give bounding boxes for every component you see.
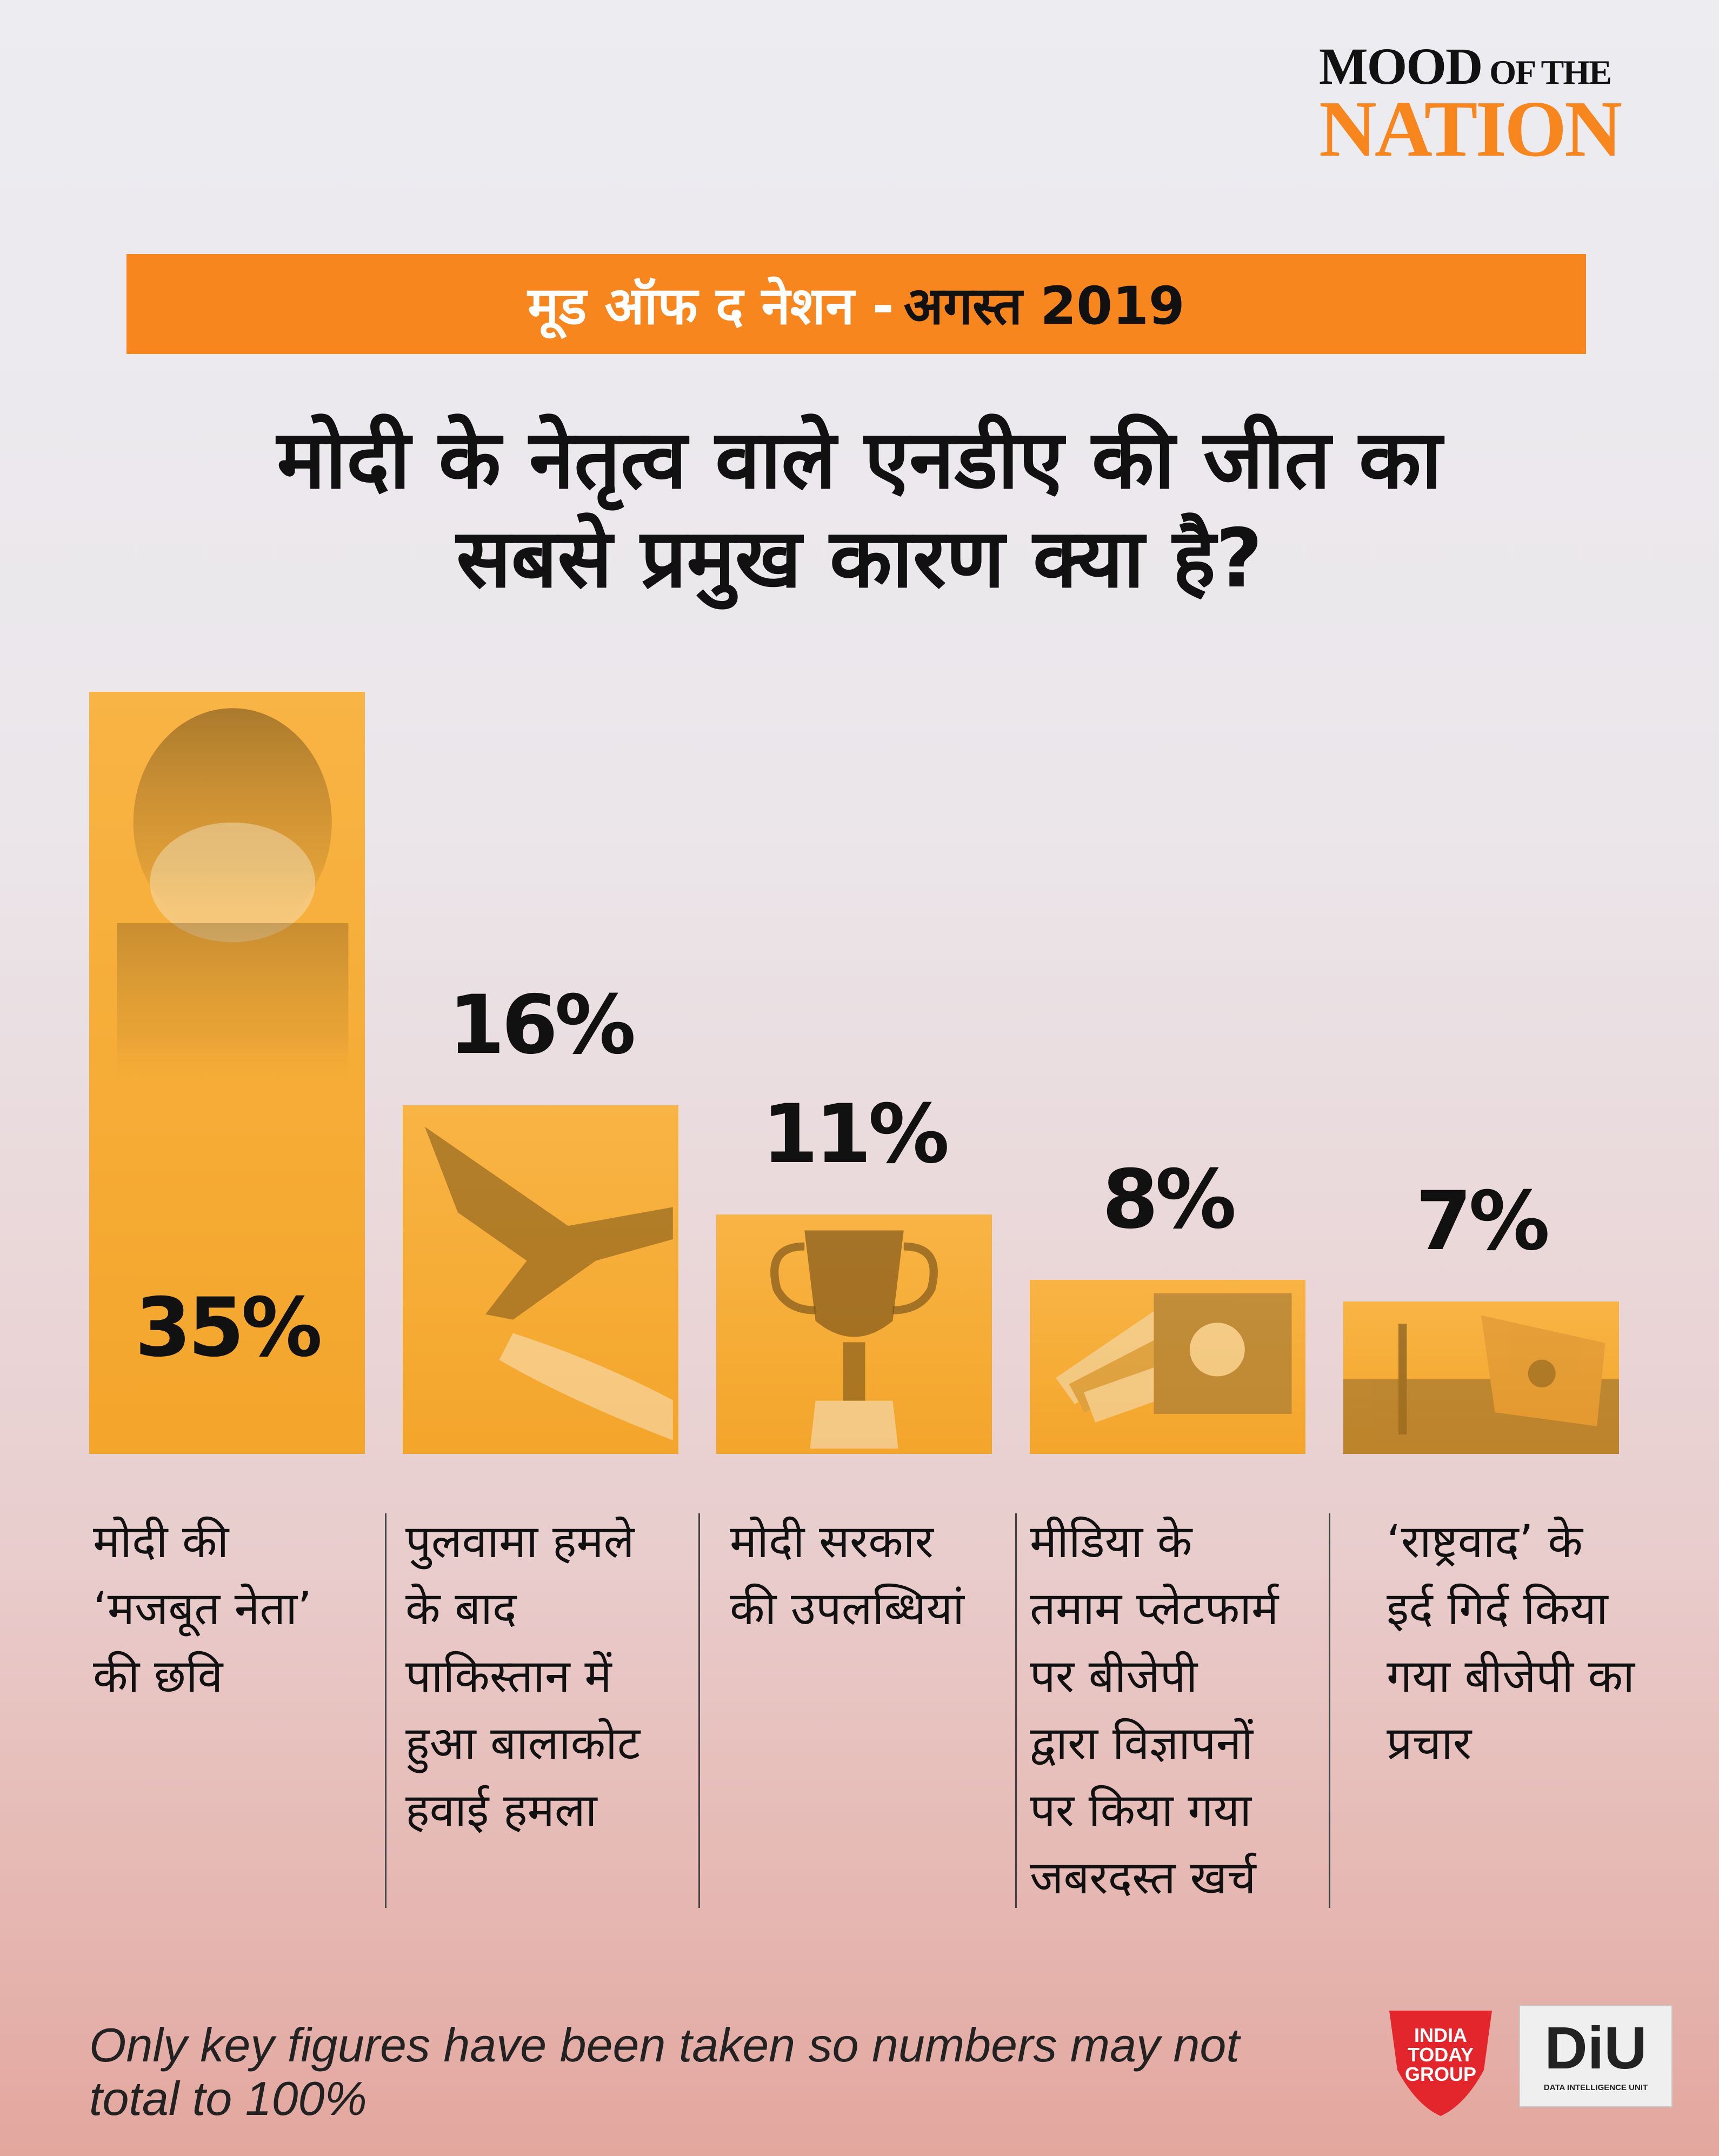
value-label-0: 35% (135, 1281, 322, 1375)
bar-balakot-strike (403, 1105, 678, 1454)
flag-rally-icon (1343, 1315, 1619, 1454)
category-3-line: मीडिया के (1030, 1515, 1192, 1568)
category-1-line: पाकिस्तान में (405, 1649, 612, 1703)
brand-line1-small: OF THE (1482, 53, 1611, 91)
category-2-line: मोदी सरकार (730, 1515, 934, 1568)
bar-ad-spending (1030, 1279, 1305, 1454)
india-today-shield-icon (1389, 2011, 1492, 2116)
category-1-line: पुलवामा हमले (405, 1515, 635, 1568)
category-3-line: द्वारा विज्ञापनों (1030, 1716, 1254, 1770)
category-1-line: हवाई हमला (405, 1784, 597, 1837)
category-4-line: प्रचार (1387, 1716, 1472, 1770)
india-today-line3: GROUP (1404, 2063, 1476, 2085)
title-line-2: सबसे प्रमुख कारण क्या है? (456, 512, 1263, 606)
category-3-line: तमाम प्लेटफार्म (1030, 1582, 1279, 1636)
category-3-line: पर बीजेपी (1030, 1649, 1198, 1703)
chart-title: मोदी के नेतृत्व वाले एनडीए की जीत का सबस… (54, 411, 1665, 609)
category-1-line: हुआ बालाकोट (405, 1716, 641, 1770)
category-3-line: जबरदस्त खर्च (1030, 1851, 1256, 1904)
category-divider (385, 1513, 387, 1908)
category-4-line: गया बीजेपी का (1387, 1649, 1635, 1703)
survey-banner: मूड ऑफ द नेशन - अगस्त 2019 (126, 254, 1586, 354)
currency-notes-icon (1056, 1293, 1292, 1423)
bar-nationalism-campaign (1343, 1301, 1619, 1454)
banner-white-text: मूड ऑफ द नेशन - (528, 276, 894, 336)
value-label-2: 11% (762, 1087, 949, 1182)
diu-logo-subtext: DATA INTELLIGENCE UNIT (1543, 2083, 1648, 2092)
category-0-line: की छवि (93, 1649, 223, 1703)
category-label-3: मीडिया के तमाम प्लेटफार्म पर बीजेपी द्वा… (1030, 1508, 1332, 1911)
category-divider (698, 1513, 700, 1908)
category-divider (1015, 1513, 1017, 1908)
category-4-line: इर्द गिर्द किया (1387, 1582, 1608, 1636)
diu-logo: DiU DATA INTELLIGENCE UNIT (1519, 2005, 1673, 2107)
category-0-line: ‘मजबूत नेता’ (93, 1582, 312, 1636)
banner-date-text: अगस्त 2019 (903, 276, 1185, 336)
brand-line2: NATION (1319, 85, 1622, 173)
category-label-4: ‘राष्ट्रवाद’ के इर्द गिर्द किया गया बीजे… (1387, 1508, 1689, 1777)
footnote: Only key figures have been taken so numb… (89, 2018, 1240, 2125)
category-1-line: के बाद (405, 1582, 517, 1636)
india-today-line2: TODAY (1407, 2044, 1474, 2066)
india-today-line1: INDIA (1414, 2024, 1467, 2046)
value-label-4: 7% (1415, 1174, 1550, 1269)
bar-govt-achievements (716, 1214, 992, 1454)
india-today-logo: INDIA TODAY GROUP (1384, 2005, 1497, 2119)
category-0-line: मोदी की (93, 1515, 229, 1568)
bar-strong-leader (89, 692, 365, 1454)
category-4-line: ‘राष्ट्रवाद’ के (1387, 1515, 1583, 1568)
value-label-1: 16% (448, 978, 636, 1073)
category-label-2: मोदी सरकार की उपलब्धियां (730, 1508, 1011, 1643)
trophy-icon (770, 1230, 938, 1449)
category-label-0: मोदी की ‘मजबूत नेता’ की छवि (93, 1508, 347, 1710)
value-label-3: 8% (1102, 1152, 1237, 1247)
category-divider (1329, 1513, 1330, 1908)
brand-line1: MOOD (1319, 37, 1483, 95)
category-3-line: पर किया गया (1030, 1784, 1251, 1837)
title-line-1: मोदी के नेतृत्व वाले एनडीए की जीत का (277, 413, 1442, 507)
diu-logo-text: DiU (1544, 2015, 1647, 2081)
category-label-1: पुलवामा हमले के बाद पाकिस्तान में हुआ बा… (405, 1508, 687, 1844)
leader-portrait-icon (117, 708, 349, 1087)
fighter-jet-icon (424, 1127, 673, 1441)
category-2-line: की उपलब्धियां (730, 1582, 964, 1636)
mood-of-the-nation-logo: MOOD OF THE NATION (1319, 41, 1654, 173)
